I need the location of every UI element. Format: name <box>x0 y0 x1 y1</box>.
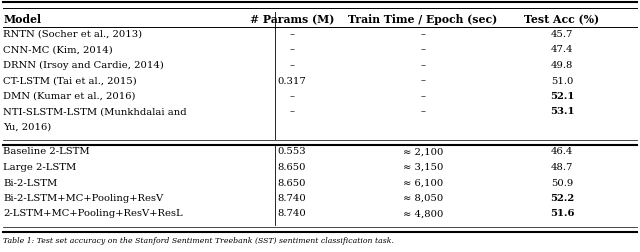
Text: CT-LSTM (Tai et al., 2015): CT-LSTM (Tai et al., 2015) <box>3 77 137 85</box>
Text: 48.7: 48.7 <box>551 163 573 172</box>
Text: –: – <box>289 108 294 116</box>
Text: –: – <box>420 77 426 85</box>
Text: –: – <box>289 46 294 54</box>
Text: 51.0: 51.0 <box>551 77 573 85</box>
Text: 8.650: 8.650 <box>278 178 307 187</box>
Text: 49.8: 49.8 <box>551 61 573 70</box>
Text: 8.740: 8.740 <box>278 194 307 203</box>
Text: RNTN (Socher et al., 2013): RNTN (Socher et al., 2013) <box>3 30 142 39</box>
Text: 53.1: 53.1 <box>550 108 574 116</box>
Text: –: – <box>420 92 426 101</box>
Text: 45.7: 45.7 <box>551 30 573 39</box>
Text: DMN (Kumar et al., 2016): DMN (Kumar et al., 2016) <box>3 92 136 101</box>
Text: 0.553: 0.553 <box>278 147 307 156</box>
Text: –: – <box>289 92 294 101</box>
Text: Bi-2-LSTM: Bi-2-LSTM <box>3 178 57 187</box>
Text: –: – <box>420 46 426 54</box>
Text: 50.9: 50.9 <box>551 178 573 187</box>
Text: # Params (M): # Params (M) <box>250 14 334 25</box>
Text: 8.740: 8.740 <box>278 209 307 218</box>
Text: Baseline 2-LSTM: Baseline 2-LSTM <box>3 147 90 156</box>
Text: ≈ 2,100: ≈ 2,100 <box>403 147 443 156</box>
Text: Yu, 2016): Yu, 2016) <box>3 123 51 132</box>
Text: Large 2-LSTM: Large 2-LSTM <box>3 163 76 172</box>
Text: ≈ 4,800: ≈ 4,800 <box>403 209 443 218</box>
Text: 0.317: 0.317 <box>278 77 307 85</box>
Text: –: – <box>420 108 426 116</box>
Text: 8.650: 8.650 <box>278 163 307 172</box>
Text: 51.6: 51.6 <box>550 209 574 218</box>
Text: Train Time / Epoch (sec): Train Time / Epoch (sec) <box>348 14 498 25</box>
Text: Table 1: Test set accuracy on the Stanford Sentiment Treebank (SST) sentiment cl: Table 1: Test set accuracy on the Stanfo… <box>3 237 394 245</box>
Text: 46.4: 46.4 <box>551 147 573 156</box>
Text: ≈ 8,050: ≈ 8,050 <box>403 194 443 203</box>
Text: ≈ 6,100: ≈ 6,100 <box>403 178 443 187</box>
Text: NTI-SLSTM-LSTM (Munkhdalai and: NTI-SLSTM-LSTM (Munkhdalai and <box>3 108 187 116</box>
Text: 52.1: 52.1 <box>550 92 574 101</box>
Text: Model: Model <box>3 14 41 25</box>
Text: ≈ 3,150: ≈ 3,150 <box>403 163 443 172</box>
Text: Test Acc (%): Test Acc (%) <box>524 14 600 25</box>
Text: Bi-2-LSTM+MC+Pooling+ResV: Bi-2-LSTM+MC+Pooling+ResV <box>3 194 163 203</box>
Text: DRNN (Irsoy and Cardie, 2014): DRNN (Irsoy and Cardie, 2014) <box>3 61 164 70</box>
Text: CNN-MC (Kim, 2014): CNN-MC (Kim, 2014) <box>3 46 113 54</box>
Text: 52.2: 52.2 <box>550 194 574 203</box>
Text: –: – <box>289 30 294 39</box>
Text: –: – <box>420 30 426 39</box>
Text: –: – <box>289 61 294 70</box>
Text: 47.4: 47.4 <box>551 46 573 54</box>
Text: 2-LSTM+MC+Pooling+ResV+ResL: 2-LSTM+MC+Pooling+ResV+ResL <box>3 209 182 218</box>
Text: –: – <box>420 61 426 70</box>
